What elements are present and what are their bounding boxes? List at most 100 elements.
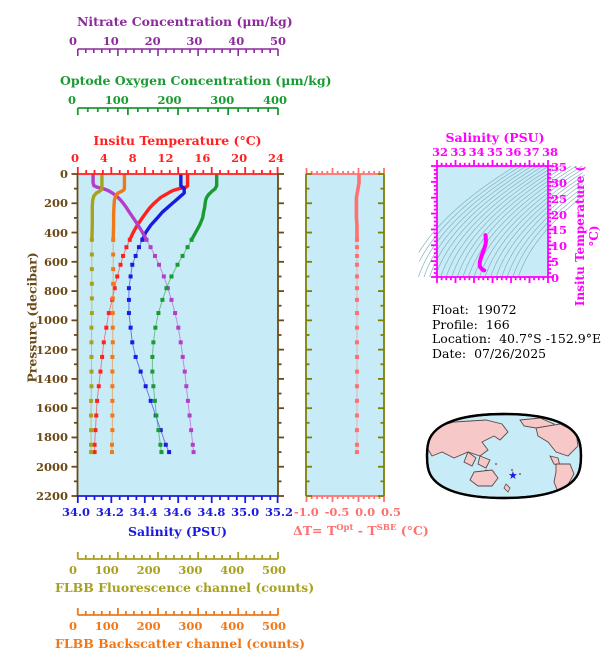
trace-marker <box>176 325 181 330</box>
landmasses <box>427 417 579 493</box>
trace-thick-segment <box>140 173 186 241</box>
ts-salinity-tick: 32 <box>432 145 449 159</box>
fluorescence-tick: 0 <box>69 563 78 577</box>
trace-marker <box>89 325 94 330</box>
salinity-tick: 34.6 <box>163 505 192 519</box>
temperature-tick: 12 <box>157 151 174 165</box>
pressure-tick: 1600 <box>35 401 68 416</box>
location-label: Location: <box>432 331 492 347</box>
ts-salinity-tick: 38 <box>541 145 558 159</box>
nitrate-tick: 20 <box>144 34 161 48</box>
delta-t-tick: -1.0 <box>294 505 319 519</box>
fluorescence-tick-labels: 0 100 200 300 400 500 <box>69 563 286 577</box>
trace-marker <box>100 354 105 359</box>
delta-t-label-part1: ΔT= T <box>293 523 337 539</box>
isopycnal-contour <box>456 165 566 278</box>
float-value: 19072 <box>476 302 517 317</box>
delta-t-marker <box>354 340 359 345</box>
isopycnal-contour <box>419 165 522 262</box>
metadata-float-row: Float: 19072 <box>432 302 601 318</box>
trace-marker <box>110 428 115 433</box>
delta-t-marker <box>354 384 359 389</box>
main-profile-panel[interactable] <box>77 173 278 496</box>
delta-t-marker <box>354 237 359 242</box>
delta-t-thick-segment <box>354 174 361 240</box>
delta-t-panel[interactable] <box>306 174 384 496</box>
ts-diagram-panel[interactable] <box>418 165 585 278</box>
pressure-tick-labels: 0 200 400 600 800 1000 1200 1400 1600 1800 2000 220… <box>18 167 68 503</box>
pressure-axis-label: Pressure (decibar) <box>24 252 40 383</box>
trace-marker <box>191 450 196 455</box>
trace-marker <box>164 286 169 291</box>
oxygen-tick: 300 <box>210 93 235 107</box>
trace-marker <box>128 325 133 330</box>
pressure-tick: 1400 <box>35 371 68 386</box>
oxygen-tick: 400 <box>262 93 287 107</box>
trace-marker <box>158 442 163 447</box>
isopycnal-contour <box>440 165 550 278</box>
ts-temperature-tick: 25 <box>551 191 568 206</box>
main-profile-svg[interactable] <box>77 173 278 496</box>
temperature-tick: 8 <box>128 151 137 165</box>
trace-marker <box>150 354 155 359</box>
ts-salinity-tick: 34 <box>468 145 485 159</box>
trace-marker <box>111 252 116 257</box>
trace-marker <box>95 398 100 403</box>
trace-marker <box>89 340 94 345</box>
trace-marker <box>118 262 123 267</box>
temperature-tick: 20 <box>231 151 248 165</box>
trace-thick-segment <box>128 173 190 241</box>
trace-marker <box>89 369 94 374</box>
delta-t-marker <box>354 311 359 316</box>
profile-value: 166 <box>485 316 510 332</box>
pressure-tick: 2000 <box>35 459 68 474</box>
isopycnal-contour <box>484 172 583 278</box>
trace-marker <box>121 253 126 258</box>
delta-t-marker <box>354 245 359 250</box>
oxygen-tick-labels: 0 100 200 300 400 <box>68 93 287 107</box>
trace-marker <box>89 413 94 418</box>
trace-marker <box>190 442 195 447</box>
trace-marker <box>182 369 187 374</box>
delta-t-marker <box>354 442 359 447</box>
trace-marker <box>152 398 157 403</box>
delta-t-marker <box>354 262 359 267</box>
ts-temperature-tick: 10 <box>551 239 568 254</box>
trace-marker <box>128 274 133 279</box>
trace-marker <box>89 354 94 359</box>
delta-t-sup-sbe: SBE <box>376 523 397 533</box>
delta-t-label-end: (°C) <box>396 523 429 539</box>
ts-diagram-svg[interactable] <box>418 165 585 278</box>
ts-salinity-tick: 33 <box>450 145 467 159</box>
fluorescence-tick: 500 <box>261 563 286 577</box>
world-map[interactable]: ★ <box>424 412 584 500</box>
oxygen-tick: 0 <box>68 93 77 107</box>
delta-t-frame <box>305 168 385 502</box>
trace-marker <box>167 450 172 455</box>
delta-t-marker <box>354 450 359 455</box>
isopycnal-contour <box>512 190 585 278</box>
temperature-axis-ruler <box>76 167 279 175</box>
trace-marker <box>133 354 138 359</box>
trace-marker <box>144 237 149 242</box>
trace-marker <box>161 274 166 279</box>
trace-marker <box>180 253 185 258</box>
trace-marker <box>89 384 94 389</box>
delta-t-marker <box>354 274 359 279</box>
fluorescence-tick: 400 <box>220 563 245 577</box>
isopycnal-contour <box>490 174 585 278</box>
delta-t-sup-opt: Opt <box>336 523 354 533</box>
delta-t-axis-label: ΔT= TOpt - TSBE (°C) <box>293 523 429 539</box>
metadata-date-row: Date: 07/26/2025 <box>432 346 601 362</box>
trace-marker <box>143 384 148 389</box>
trace-marker <box>130 262 135 267</box>
trace-marker <box>104 325 109 330</box>
metadata-block: Float: 19072 Profile: 166 Location: 40.7… <box>432 302 601 362</box>
trace-marker <box>175 262 180 267</box>
delta-t-svg[interactable] <box>306 174 384 496</box>
trace-marker <box>127 237 132 242</box>
world-map-svg[interactable]: ★ <box>424 412 584 500</box>
trace-marker <box>89 296 94 301</box>
temperature-tick-labels: 0 4 8 12 16 20 24 <box>71 151 284 165</box>
pressure-tick: 600 <box>43 254 68 269</box>
